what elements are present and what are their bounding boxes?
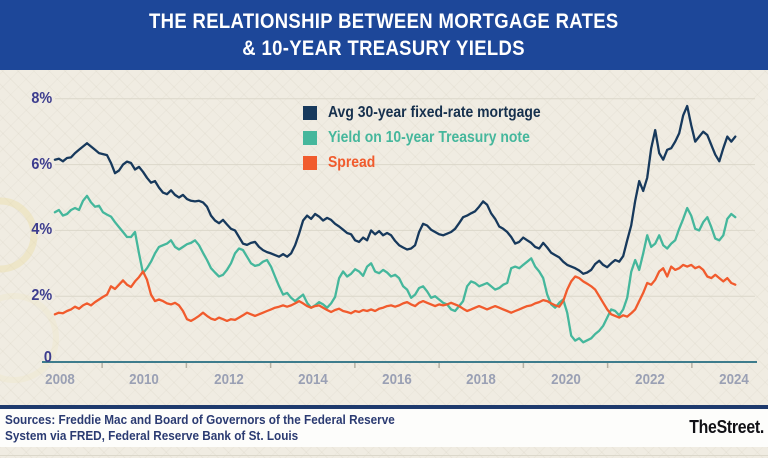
chart-canvas — [0, 98, 757, 383]
sources-text: Sources: Freddie Mac and Board of Govern… — [5, 412, 420, 444]
y-axis-label: 2% — [31, 287, 52, 305]
page-title-line1: THE RELATIONSHIP BETWEEN MORTGAGE RATES — [149, 9, 619, 33]
footer-divider — [0, 405, 768, 409]
chart-legend: Avg 30-year fixed-rate mortgage Yield on … — [303, 103, 564, 172]
legend-item: Avg 30-year fixed-rate mortgage — [303, 103, 564, 122]
bottom-strip — [0, 447, 768, 458]
legend-swatch-icon — [303, 130, 317, 145]
legend-swatch-icon — [303, 105, 317, 120]
title-banner: THE RELATIONSHIP BETWEEN MORTGAGE RATES … — [0, 0, 768, 70]
legend-label: Spread — [328, 153, 376, 171]
decorative-circle — [0, 197, 38, 273]
legend-item: Spread — [303, 153, 564, 172]
footer-bar: Sources: Freddie Mac and Board of Govern… — [0, 409, 768, 447]
x-axis-label: 2012 — [213, 372, 244, 388]
x-axis-label: 2008 — [45, 372, 75, 388]
y-axis-label: 4% — [31, 221, 52, 239]
legend-swatch-icon — [303, 155, 317, 170]
y-axis-label: 0 — [43, 349, 52, 366]
x-axis-label: 2018 — [466, 372, 497, 388]
x-axis-label: 2022 — [634, 372, 665, 388]
decorative-circle — [0, 293, 59, 383]
y-axis-label: 8% — [31, 89, 52, 107]
series-line-1 — [53, 194, 737, 344]
legend-item: Yield on 10-year Treasury note — [303, 128, 564, 147]
series-line-0 — [53, 104, 737, 275]
sources-line1: Sources: Freddie Mac and Board of Govern… — [5, 413, 395, 427]
thestreet-logo: TheStreet. — [689, 417, 764, 437]
series-line-2 — [53, 263, 737, 323]
x-axis-label: 2020 — [550, 372, 581, 388]
sources-line2: System via FRED, Federal Reserve Bank of… — [5, 429, 299, 443]
page-title-line2: & 10-YEAR TREASURY YIELDS — [242, 36, 526, 60]
x-axis-label: 2024 — [719, 372, 749, 388]
x-axis-label: 2014 — [297, 372, 328, 388]
y-axis-label: 6% — [31, 155, 52, 173]
x-axis-label: 2016 — [382, 372, 412, 388]
chart-area: 8% 6% 4% 2% 0 2008 2010 2012 2014 2016 2018 2020 20… — [0, 70, 768, 405]
legend-label: Yield on 10-year Treasury note — [328, 128, 530, 146]
x-axis-label: 2010 — [129, 372, 160, 388]
legend-label: Avg 30-year fixed-rate mortgage — [328, 103, 541, 121]
